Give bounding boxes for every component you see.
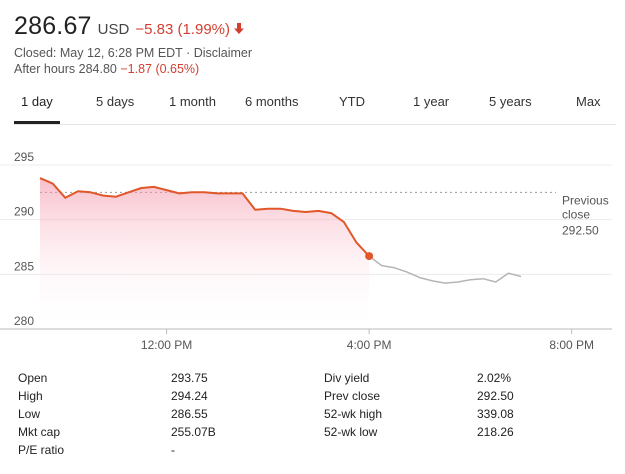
x-axis-ticks: 12:00 PM 4:00 PM 8:00 PM <box>141 329 594 352</box>
stat-label: Mkt cap <box>18 425 61 439</box>
previous-close-value: 292.50 <box>562 223 599 237</box>
tab-max[interactable]: Max <box>576 94 601 109</box>
stat-value: 2.02% <box>477 371 512 385</box>
previous-close-label: close <box>562 207 590 221</box>
after-hours-price: After hours 284.80 <box>14 62 117 76</box>
after-hours-line: After hours 284.80 −1.87 (0.65%) <box>14 61 252 77</box>
stat-value: 286.55 <box>171 407 208 421</box>
stat-label: Low <box>18 407 41 421</box>
down-arrow-icon <box>234 22 244 37</box>
closed-line: Closed: May 12, 6:28 PM EDT · Disclaimer <box>14 45 252 61</box>
tab-1-year[interactable]: 1 year <box>413 94 450 109</box>
tab-5-years[interactable]: 5 years <box>489 94 532 109</box>
tab-ytd[interactable]: YTD <box>339 94 365 109</box>
closed-time: Closed: May 12, 6:28 PM EDT · <box>14 46 194 60</box>
stat-value: 255.07B <box>171 425 216 439</box>
tabs-divider <box>14 124 616 125</box>
stat-value: 339.08 <box>477 407 514 421</box>
x-tick-label: 12:00 PM <box>141 338 192 352</box>
currency-code: USD <box>97 21 130 38</box>
closing-price-dot <box>365 252 374 261</box>
tab-1-month[interactable]: 1 month <box>169 94 216 109</box>
y-tick-label: 290 <box>14 205 34 219</box>
x-tick-label: 8:00 PM <box>549 338 594 352</box>
chart-series <box>39 177 522 329</box>
regular-session-area <box>40 178 370 329</box>
price-chart[interactable]: 295 290 285 280 12:00 PM 4:00 PM 8:00 PM Prev… <box>0 140 625 360</box>
regular-session-line <box>39 177 370 257</box>
y-tick-label: 285 <box>14 259 34 273</box>
quote-header: 286.67 USD −5.83 (1.99%) Closed: May 12,… <box>14 12 252 77</box>
range-tabs: 1 day 5 days 1 month 6 months YTD 1 year… <box>14 88 616 125</box>
tab-1-day[interactable]: 1 day <box>21 94 53 109</box>
stat-label: Open <box>18 371 48 385</box>
tab-6-months[interactable]: 6 months <box>245 94 299 109</box>
stat-label: 52-wk low <box>324 425 378 439</box>
stat-value: 218.26 <box>477 425 514 439</box>
y-tick-label: 280 <box>14 314 34 328</box>
stat-label: Div yield <box>324 371 370 385</box>
y-tick-label: 295 <box>14 150 34 164</box>
price-row: 286.67 USD −5.83 (1.99%) <box>14 12 252 41</box>
active-tab-indicator <box>14 121 60 124</box>
after-hours-change: −1.87 (0.65%) <box>120 62 200 76</box>
current-price: 286.67 <box>14 12 92 40</box>
stat-value: 292.50 <box>477 389 514 403</box>
y-axis-ticks: 295 290 285 280 <box>14 150 34 328</box>
stat-label: P/E ratio <box>18 443 65 457</box>
stat-label: Prev close <box>324 389 381 403</box>
stat-label: 52-wk high <box>324 407 383 421</box>
x-tick-label: 4:00 PM <box>347 338 392 352</box>
stat-label: High <box>18 389 43 403</box>
stat-value: 294.24 <box>171 389 208 403</box>
disclaimer-link[interactable]: Disclaimer <box>193 46 253 60</box>
previous-close-label: Previous <box>562 193 609 207</box>
stat-value: - <box>171 443 175 457</box>
price-change: −5.83 (1.99%) <box>135 21 230 38</box>
tab-5-days[interactable]: 5 days <box>96 94 135 109</box>
after-hours-session-line <box>368 255 522 284</box>
stat-value: 293.75 <box>171 371 208 385</box>
